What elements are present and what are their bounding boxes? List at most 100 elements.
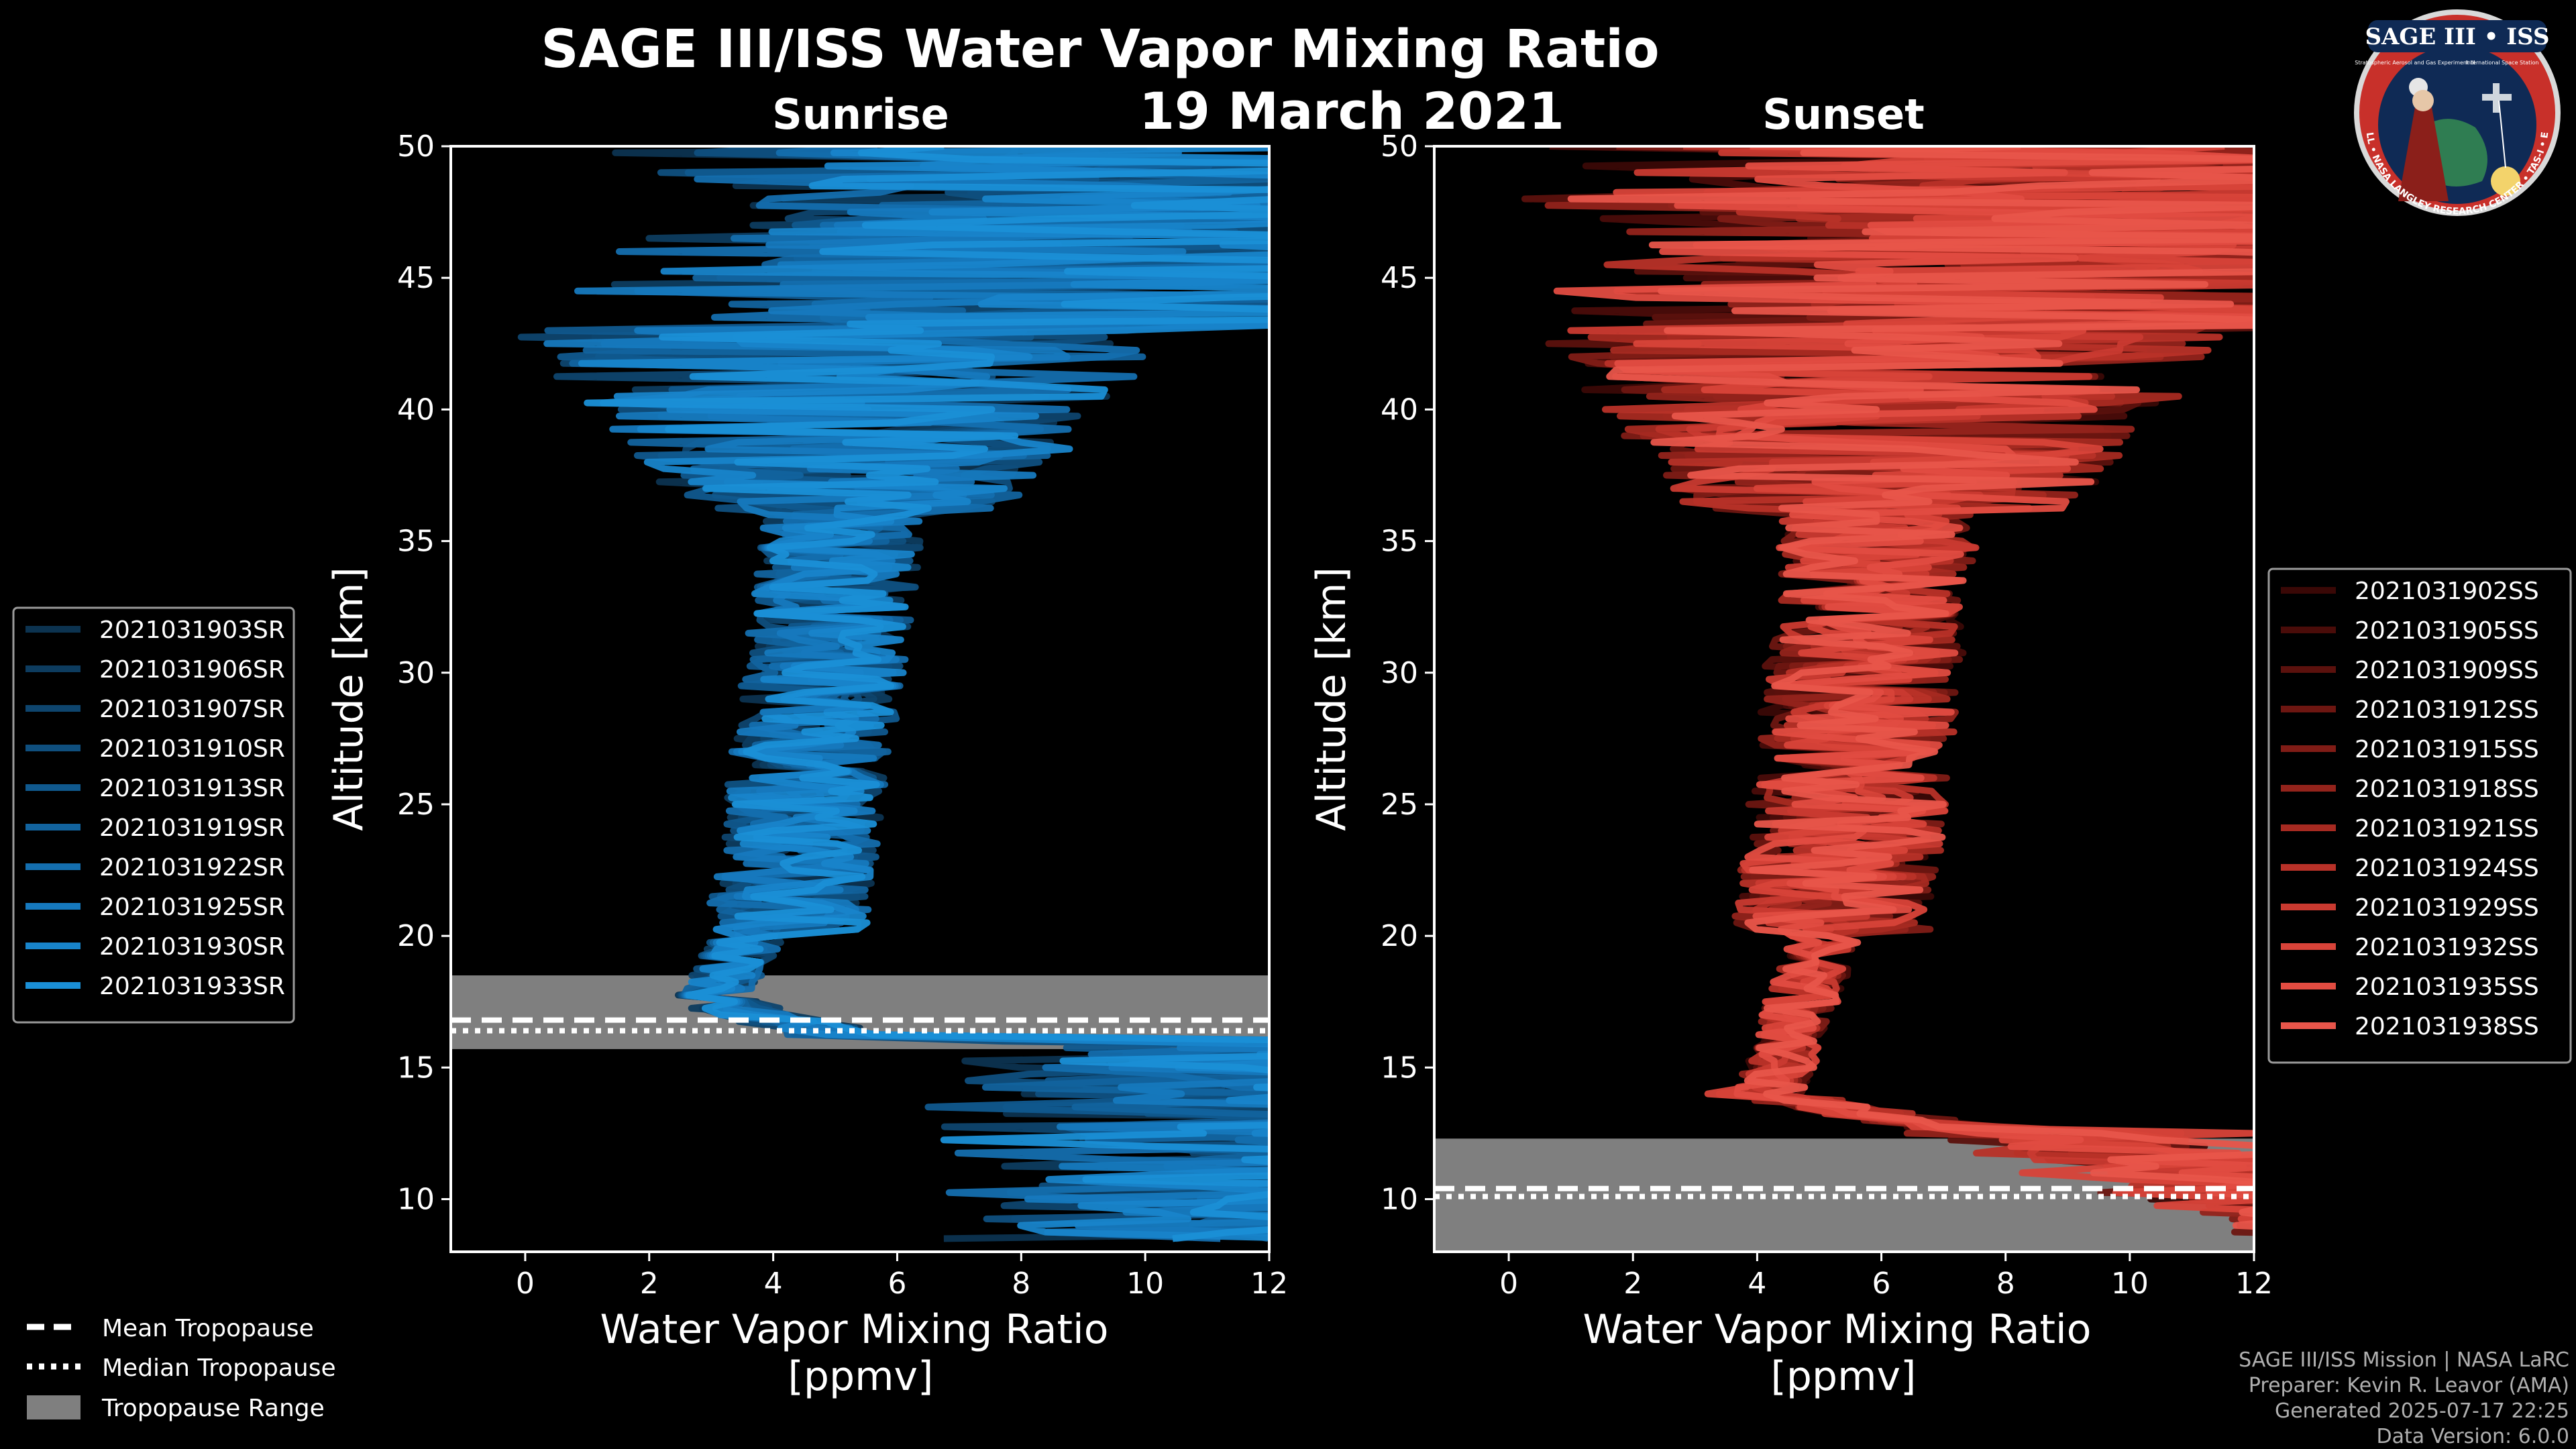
sunset-y-tick-label: 30	[1381, 656, 1418, 690]
sunset-legend-label: 2021031905SS	[2355, 617, 2539, 645]
credit-data-version: Data Version: 6.0.0	[2377, 1425, 2569, 1448]
sunrise-y-axis-label: Altitude [km]	[325, 567, 372, 831]
sunset-y-tick-label: 20	[1381, 919, 1418, 953]
sunrise-x-axis-label-line2: [ppmv]	[788, 1353, 934, 1400]
tropopause-range-label: Tropopause Range	[101, 1395, 325, 1422]
sunrise-y-tick-label: 30	[397, 656, 435, 690]
sunset-legend-label: 2021031929SS	[2355, 894, 2539, 922]
sunset-y-tick-label: 40	[1381, 392, 1418, 427]
sunrise-legend-label: 2021031903SR	[99, 616, 285, 644]
sunset-y-tick-label: 50	[1381, 129, 1418, 164]
sunset-legend-label: 2021031902SS	[2355, 578, 2539, 605]
sunrise-x-axis-label: Water Vapor Mixing Ratio [ppmv]	[600, 1306, 1121, 1400]
sunset-y-tick-label: 35	[1381, 525, 1418, 559]
sunset-y-tick-label: 15	[1381, 1051, 1418, 1085]
sunrise-panel-title: Sunrise	[772, 90, 949, 139]
sunset-plot-frame	[1433, 145, 2255, 1253]
sunset-x-tick-label: 8	[1996, 1267, 2015, 1301]
sunset-panel-title: Sunset	[1762, 90, 1925, 139]
sunset-y-tick-label: 45	[1381, 261, 1418, 295]
sunrise-legend-label: 2021031930SR	[99, 933, 285, 961]
sunrise-x-tick-label: 12	[1250, 1267, 1288, 1301]
credit-preparer: Preparer: Kevin R. Leavor (AMA)	[2249, 1374, 2569, 1397]
sunrise-legend-label: 2021031922SR	[99, 854, 285, 881]
sunset-x-axis-label-line2: [ppmv]	[1771, 1353, 1917, 1400]
sunset-legend-label: 2021031912SS	[2355, 696, 2539, 724]
logo-banner	[2368, 20, 2546, 52]
sunrise-legend-label: 2021031925SR	[99, 894, 285, 921]
sunrise-series-line-2021031933SR	[584, 146, 1269, 1242]
sunset-x-tick-label: 10	[2111, 1267, 2149, 1301]
sunset-series-line-2021031938SS	[1567, 146, 2254, 1230]
sunrise-x-tick-label: 2	[640, 1267, 659, 1301]
sunrise-legend-label: 2021031913SR	[99, 775, 285, 802]
sun-icon	[2491, 166, 2520, 196]
sunset-x-tick-label: 4	[1748, 1267, 1766, 1301]
sunset-legend-label: 2021031938SS	[2355, 1013, 2539, 1040]
scientist-figure	[2398, 101, 2449, 201]
sunrise-x-axis-label-line1: Water Vapor Mixing Ratio	[600, 1306, 1108, 1353]
sunset-y-tick-label: 10	[1381, 1183, 1418, 1217]
logo-subtitle-right: International Space Station	[2466, 60, 2539, 66]
logo-subtitle-left: Stratospheric Aerosol and Gas Experiment…	[2355, 60, 2475, 66]
sunrise-x-tick-label: 8	[1012, 1267, 1030, 1301]
sunset-legend-label: 2021031915SS	[2355, 736, 2539, 763]
sunset-x-tick-label: 2	[1623, 1267, 1642, 1301]
sunset-x-axis-label-line1: Water Vapor Mixing Ratio	[1582, 1306, 2091, 1353]
sunrise-y-tick-label: 40	[397, 392, 435, 427]
sunrise-y-tick-label: 50	[397, 129, 435, 164]
sunset-legend-label: 2021031932SS	[2355, 934, 2539, 961]
sunset-x-tick-label: 0	[1499, 1267, 1518, 1301]
figure-date: 19 March 2021	[1139, 81, 1564, 141]
sunset-y-tick-label: 25	[1381, 788, 1418, 822]
iss-solar-panel-icon	[2493, 83, 2500, 113]
tropopause-range-swatch	[27, 1395, 80, 1419]
sunrise-x-tick-label: 4	[764, 1267, 783, 1301]
median-tropopause-label: Median Tropopause	[102, 1354, 336, 1382]
sunrise-axis-ticks: 0 2 4 6 8 10 12 10 15 20 25 30 35 40 45 50	[397, 129, 1288, 1301]
sunset-y-axis-label: Altitude [km]	[1308, 567, 1355, 831]
sunset-legend-label: 2021031924SS	[2355, 855, 2539, 882]
sunset-legend-label: 2021031921SS	[2355, 815, 2539, 843]
sunset-legend: 2021031902SS 2021031905SS 2021031909SS 2021…	[2267, 568, 2572, 1064]
sunrise-legend-label: 2021031906SR	[99, 656, 285, 684]
sunrise-series-group	[517, 146, 1269, 1242]
sunrise-legend-label: 2021031919SR	[99, 814, 285, 842]
sunrise-legend-label: 2021031933SR	[99, 973, 285, 1000]
sunset-x-tick-label: 6	[1872, 1267, 1891, 1301]
sunrise-legend: 2021031903SR 2021031906SR 2021031907SR 2021…	[12, 606, 295, 1024]
sunset-axis-ticks: 0 2 4 6 8 10 12 10 15 20 25 30 35 40 45 50	[1381, 129, 2273, 1301]
scientist-head	[2412, 90, 2434, 111]
sunrise-y-tick-label: 35	[397, 525, 435, 559]
sunrise-legend-box	[12, 606, 295, 1024]
sunset-panel: Sunset 0 2 4 6 8 10 12 10 15 20 25 30 35 40 45 50 Altit…	[1308, 90, 2572, 1400]
credits: SAGE III/ISS Mission | NASA LaRC Prepare…	[2239, 1348, 2569, 1448]
sunrise-y-tick-label: 20	[397, 919, 435, 953]
sunset-legend-box	[2267, 568, 2572, 1064]
sunset-series-group	[1521, 146, 2254, 1236]
sunrise-plot-frame	[449, 145, 1271, 1253]
sunrise-legend-label: 2021031910SR	[99, 735, 285, 763]
sunset-legend-label: 2021031935SS	[2355, 973, 2539, 1001]
sunset-x-tick-label: 12	[2235, 1267, 2273, 1301]
credit-mission: SAGE III/ISS Mission | NASA LaRC	[2239, 1348, 2569, 1372]
figure-title: SAGE III/ISS Water Vapor Mixing Ratio	[541, 19, 1659, 80]
sunset-series-line-2021031929SS	[1567, 146, 2254, 1191]
sunrise-y-tick-label: 15	[397, 1051, 435, 1085]
credit-generated: Generated 2025-07-17 22:25	[2275, 1399, 2569, 1423]
tropopause-legend: Mean Tropopause Median Tropopause Tropop…	[27, 1315, 336, 1422]
sunrise-legend-label: 2021031907SR	[99, 696, 285, 723]
sunrise-x-tick-label: 6	[888, 1267, 906, 1301]
sunrise-y-tick-label: 45	[397, 261, 435, 295]
sunset-x-axis-label: Water Vapor Mixing Ratio [ppmv]	[1582, 1306, 2104, 1400]
sunrise-panel: Sunrise 0 2 4 6 8 10 12 10 15 20 25 30 35 40 45 50 Alti…	[12, 90, 1288, 1400]
mean-tropopause-label: Mean Tropopause	[102, 1315, 314, 1342]
sunrise-y-tick-label: 10	[397, 1183, 435, 1217]
sunrise-x-tick-label: 10	[1126, 1267, 1164, 1301]
sunrise-x-tick-label: 0	[516, 1267, 535, 1301]
logo-title-text: SAGE III • ISS	[2365, 23, 2549, 50]
sunset-legend-label: 2021031918SS	[2355, 775, 2539, 803]
occultation-beam	[2498, 100, 2506, 168]
sunset-legend-label: 2021031909SS	[2355, 657, 2539, 684]
